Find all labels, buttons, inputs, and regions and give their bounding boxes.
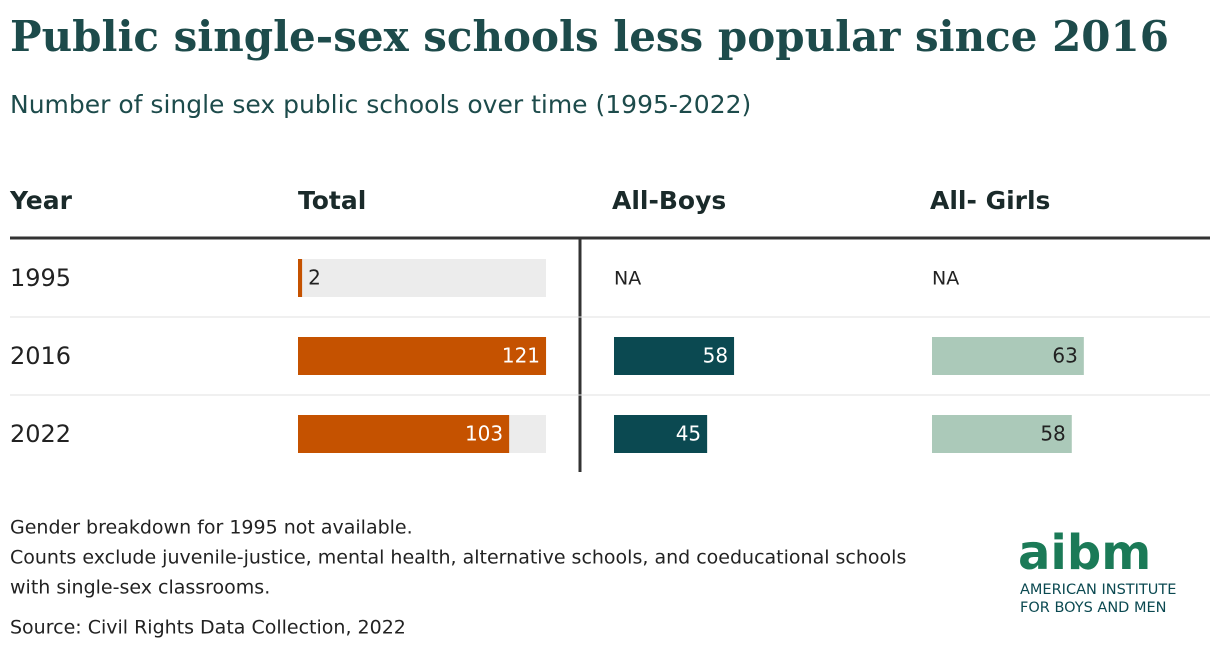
- na-label: NA: [932, 268, 959, 290]
- bar: [932, 337, 1084, 375]
- value-label: 121: [502, 344, 540, 368]
- value-label: 2: [308, 266, 321, 290]
- column-header: Year: [9, 186, 73, 215]
- bar: [614, 415, 708, 453]
- subtitle: Number of single sex public schools over…: [10, 90, 751, 119]
- column-header: All-Boys: [612, 186, 726, 215]
- bar: [932, 415, 1072, 453]
- note: Gender breakdown for 1995 not available.: [10, 517, 413, 539]
- value-label: 58: [1040, 422, 1065, 446]
- logo-mark: aibm: [1018, 525, 1151, 581]
- source: Source: Civil Rights Data Collection, 20…: [10, 617, 406, 639]
- bar: [614, 337, 735, 375]
- column-header: Total: [298, 186, 366, 215]
- value-label: 103: [465, 422, 503, 446]
- year: 2016: [10, 342, 71, 370]
- column-header: All- Girls: [930, 186, 1050, 215]
- bar: [298, 337, 547, 375]
- value-label: 45: [676, 422, 701, 446]
- na-label: NA: [614, 268, 641, 290]
- bar-track: [298, 259, 546, 297]
- note: Counts exclude juvenile-justice, mental …: [10, 547, 906, 569]
- bar: [298, 415, 510, 453]
- title: Public single-sex schools less popular s…: [10, 12, 1169, 61]
- bar: [298, 259, 303, 297]
- year: 1995: [10, 264, 71, 292]
- logo-text: FOR BOYS AND MEN: [1020, 600, 1166, 616]
- logo-text: AMERICAN INSTITUTE: [1020, 582, 1176, 598]
- value-label: 63: [1052, 344, 1077, 368]
- year: 2022: [10, 420, 71, 448]
- value-label: 58: [703, 344, 728, 368]
- note: with single-sex classrooms.: [10, 577, 270, 599]
